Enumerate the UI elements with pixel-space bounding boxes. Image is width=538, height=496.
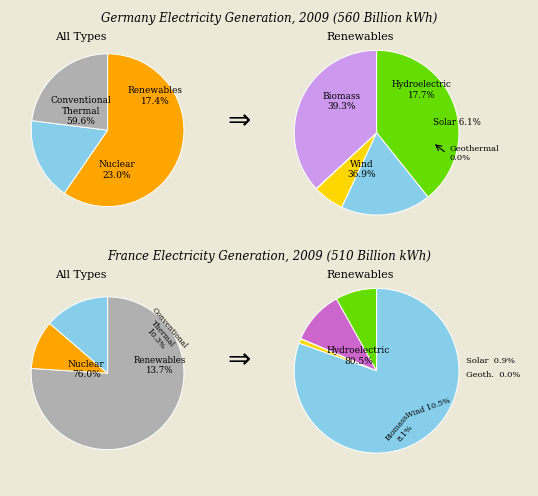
Text: Hydroelectric
17.7%: Hydroelectric 17.7% — [392, 80, 452, 100]
Wedge shape — [316, 133, 377, 207]
Wedge shape — [316, 133, 377, 189]
Wedge shape — [301, 338, 377, 371]
Text: France Electricity Generation, 2009 (510 Billion kWh): France Electricity Generation, 2009 (510… — [107, 250, 431, 263]
Wedge shape — [294, 51, 377, 188]
Wedge shape — [294, 289, 459, 453]
Wedge shape — [64, 54, 184, 206]
Text: Wind 10.5%: Wind 10.5% — [405, 396, 451, 420]
Wedge shape — [301, 299, 377, 371]
Text: Solar 6.1%: Solar 6.1% — [433, 119, 480, 127]
Wedge shape — [377, 51, 459, 197]
Text: Renewables: Renewables — [327, 270, 394, 280]
Wedge shape — [31, 121, 108, 193]
Wedge shape — [32, 54, 108, 130]
Text: Geothermal
0.0%: Geothermal 0.0% — [449, 145, 499, 162]
Text: Hydroelectric
80.5%: Hydroelectric 80.5% — [327, 346, 390, 366]
Text: Germany Electricity Generation, 2009 (560 Billion kWh): Germany Electricity Generation, 2009 (56… — [101, 12, 437, 25]
Wedge shape — [299, 339, 377, 371]
Text: Biomass
8.1%: Biomass 8.1% — [385, 412, 418, 448]
Text: All Types: All Types — [55, 32, 107, 42]
Text: Biomass
39.3%: Biomass 39.3% — [323, 92, 361, 111]
Text: Solar  0.9%: Solar 0.9% — [465, 357, 514, 365]
Wedge shape — [31, 297, 184, 449]
Text: Renewables
17.4%: Renewables 17.4% — [128, 86, 182, 106]
Text: Conventional
Thermal
59.6%: Conventional Thermal 59.6% — [51, 96, 111, 126]
Text: ⇒: ⇒ — [228, 108, 251, 135]
Wedge shape — [31, 323, 108, 373]
Text: Renewables: Renewables — [327, 32, 394, 42]
Text: Geoth.  0.0%: Geoth. 0.0% — [465, 371, 520, 379]
Text: All Types: All Types — [55, 270, 107, 280]
Text: Nuclear
76.0%: Nuclear 76.0% — [68, 360, 104, 379]
Text: ⇒: ⇒ — [228, 346, 251, 373]
Text: Wind
36.9%: Wind 36.9% — [348, 160, 376, 180]
Text: Conventional
Thermal
10.3%: Conventional Thermal 10.3% — [136, 306, 189, 362]
Text: Nuclear
23.0%: Nuclear 23.0% — [98, 160, 135, 180]
Wedge shape — [49, 297, 108, 373]
Wedge shape — [342, 133, 428, 215]
Text: Renewables
13.7%: Renewables 13.7% — [133, 356, 186, 375]
Wedge shape — [336, 289, 377, 371]
